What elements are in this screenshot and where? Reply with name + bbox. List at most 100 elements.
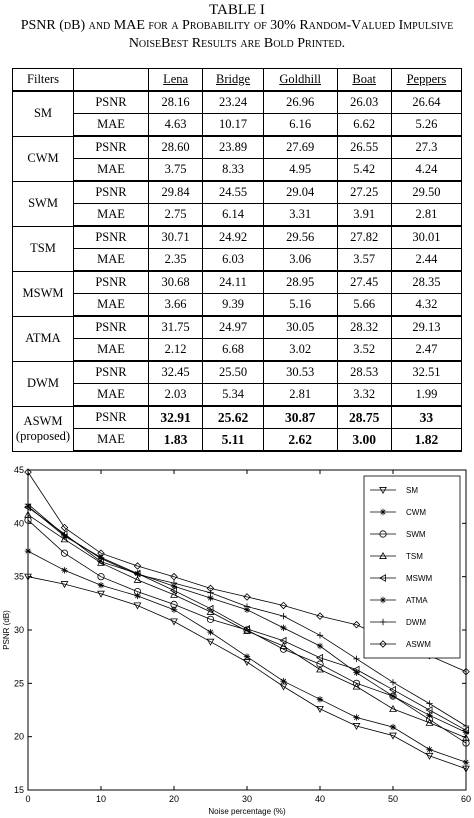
x-tick-label: 10: [96, 794, 106, 804]
value-cell: 24.55: [202, 180, 264, 204]
data-point: [316, 642, 324, 650]
legend-item: ATMA: [370, 596, 428, 605]
data-point: [133, 588, 142, 596]
data-point: [389, 732, 397, 740]
results-table: Filters Lena Bridge Goldhill Boat Peppers SM PS…: [12, 68, 463, 452]
table-row: MSWM PSNR 30.68 24.11 28.95 27.45 28.35: [12, 270, 463, 317]
value-cell: 2.47: [390, 338, 463, 362]
filter-name-cell: CWM: [12, 135, 74, 182]
metric-cell: PSNR: [73, 405, 149, 429]
table-header-cell: [73, 68, 149, 92]
metric-cell: MAE: [73, 383, 149, 407]
data-point: [389, 692, 397, 700]
table-row: MAE 2.35 6.03 3.06 3.57 2.44: [13, 248, 463, 272]
value-cell: 6.68: [202, 338, 264, 362]
table-header-cell: Filters: [12, 68, 74, 92]
value-cell: 3.00: [336, 428, 392, 452]
data-point: [426, 746, 433, 753]
value-cell: 31.75: [147, 315, 204, 339]
data-point: [61, 531, 68, 539]
data-point: [206, 615, 215, 623]
data-point: [61, 567, 68, 574]
data-point: [353, 669, 360, 676]
value-cell: 3.57: [336, 248, 392, 272]
data-point: [352, 682, 361, 690]
value-cell: 5.26: [390, 113, 463, 137]
data-point: [97, 573, 105, 581]
table-header-cell: Boat: [336, 68, 392, 92]
value-cell: 32.51: [390, 360, 463, 384]
data-point: [425, 752, 434, 760]
legend-item: CWM: [370, 508, 426, 517]
y-tick-label: 35: [14, 572, 24, 582]
value-cell: 28.53: [336, 360, 392, 384]
data-point: [206, 638, 215, 646]
data-point: [133, 575, 142, 583]
table-header-row: Filters Lena Bridge Goldhill Boat Peppers: [12, 68, 463, 92]
value-cell: 30.05: [262, 315, 338, 339]
x-tick-label: 40: [315, 794, 325, 804]
y-tick-label: 20: [14, 732, 24, 742]
data-point: [133, 562, 142, 570]
chart-legend: SM CWM SWM TSM MSWM ATMA DWM ASWM: [363, 475, 461, 659]
value-cell: 4.95: [262, 158, 338, 182]
filter-name-cell: SM: [12, 90, 74, 137]
legend-item: SWM: [370, 530, 426, 539]
data-point: [206, 584, 215, 593]
value-cell: 3.66: [147, 293, 204, 317]
legend-item: TSM: [370, 551, 423, 561]
data-point: [462, 765, 470, 773]
data-point: [379, 618, 387, 626]
data-point: [170, 618, 178, 626]
data-point: [170, 590, 178, 598]
table-caption-title: PSNR (dB) and MAE for a Probability of 3…: [20, 18, 454, 51]
value-cell: 25.50: [202, 360, 264, 384]
data-point: [388, 685, 396, 694]
data-point: [280, 624, 287, 632]
data-point: [24, 500, 32, 508]
data-point: [379, 508, 387, 516]
data-point: [24, 468, 32, 476]
value-cell: 32.45: [147, 360, 204, 384]
data-point: [315, 653, 323, 662]
data-point: [316, 660, 324, 668]
legend-label: ASWM: [406, 640, 431, 649]
value-cell: 28.60: [147, 135, 204, 159]
metric-cell: MAE: [73, 293, 149, 317]
x-tick-label: 30: [242, 794, 252, 804]
filter-name-cell: SWM: [12, 180, 74, 227]
data-point: [60, 549, 69, 557]
data-point: [60, 523, 69, 532]
y-tick-label: 15: [14, 785, 24, 795]
data-point: [97, 549, 105, 557]
y-tick-label: 40: [14, 518, 24, 528]
value-cell: 23.89: [202, 135, 264, 159]
data-point: [243, 593, 251, 601]
y-axis-label: PSNR (dB): [2, 610, 11, 650]
data-point: [133, 602, 142, 610]
value-cell: 5.11: [202, 428, 264, 452]
data-point: [243, 603, 251, 610]
legend-label: ATMA: [406, 596, 428, 605]
value-cell: 4.63: [147, 113, 204, 137]
value-cell: 1.99: [390, 383, 463, 407]
legend-item: SM: [370, 486, 418, 495]
metric-cell: PSNR: [73, 225, 149, 249]
value-cell: 1.83: [147, 428, 204, 452]
series-dwm: [24, 500, 470, 730]
value-cell: 5.42: [336, 158, 392, 182]
value-cell: 30.68: [147, 270, 204, 294]
value-cell: 5.16: [262, 293, 338, 317]
table-row: ATMA PSNR 31.75 24.97 30.05 28.32 29.13: [12, 315, 463, 362]
data-point: [389, 723, 397, 731]
value-cell: 2.81: [390, 203, 463, 227]
value-cell: 29.04: [262, 180, 338, 204]
x-axis-label: Noise percentage (%): [208, 807, 286, 816]
x-tick-label: 20: [169, 794, 179, 804]
table-row: TSM PSNR 30.71 24.92 29.56 27.82 30.01: [12, 225, 463, 272]
legend-label: TSM: [406, 552, 423, 561]
legend-item: ASWM: [370, 640, 431, 649]
x-tick-label: 0: [25, 794, 30, 804]
data-point: [279, 641, 288, 649]
filter-name-cell: TSM: [12, 225, 74, 272]
